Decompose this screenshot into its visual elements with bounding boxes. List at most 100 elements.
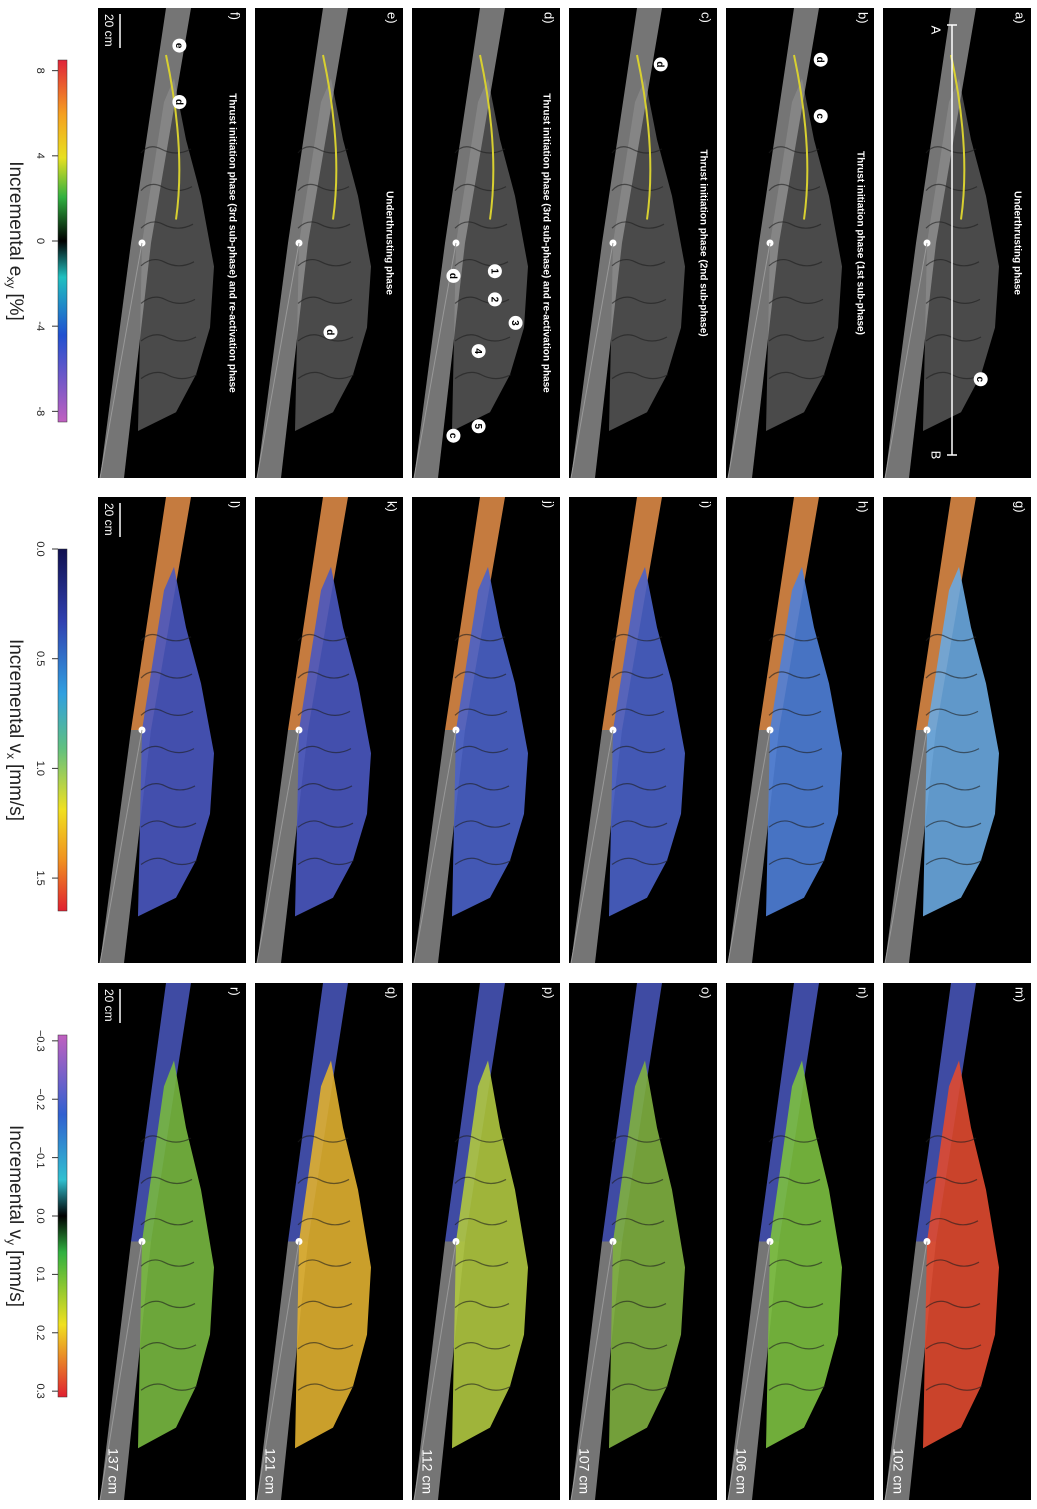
panel: c) Thrust initiation phase (2nd sub-phase… xyxy=(569,8,717,478)
colorbar-tick-label: 0.5 xyxy=(34,651,46,666)
panel: q) 121 cm xyxy=(255,983,403,1500)
colorbar-tick-label: 0.2 xyxy=(34,1325,46,1340)
scale-bar-label: 20 cm xyxy=(102,989,116,1022)
panel-label: k) xyxy=(385,501,400,512)
panel: h) xyxy=(726,497,874,963)
panel-label: l) xyxy=(228,501,243,508)
panel-label: q) xyxy=(385,987,400,999)
marker-label: c xyxy=(447,433,458,439)
panel: g) xyxy=(883,497,1031,963)
panel: a) Underthrusting phase A Bc xyxy=(883,8,1031,478)
panel: r) 137 cm 20 cm xyxy=(98,983,246,1500)
colorbar-title-main: Incremental v xyxy=(5,639,26,754)
section-start: A xyxy=(929,26,944,35)
marker-label: d xyxy=(447,273,458,279)
colorbar xyxy=(58,549,67,911)
panel-label: n) xyxy=(856,987,871,999)
panel: p) 112 cm xyxy=(412,983,560,1500)
marker-label: 5 xyxy=(472,424,483,430)
marker-label: d xyxy=(654,61,665,67)
scale-bar-label: 20 cm xyxy=(102,14,116,47)
marker-label: 3 xyxy=(509,320,520,326)
distance-label: 137 cm xyxy=(105,1448,121,1494)
colorbar-tick-label: 8 xyxy=(34,68,46,74)
panel-label: r) xyxy=(228,987,243,996)
panel: k) xyxy=(255,497,403,963)
colorbar-title: Incremental exy [%] xyxy=(4,161,26,321)
colorbar-title-unit: [%] xyxy=(5,293,26,320)
colorbar-tick-label: 1.5 xyxy=(34,870,46,885)
panel-title: Underthrusting phase xyxy=(1011,191,1022,295)
panel-label: p) xyxy=(542,987,557,999)
colorbar-title-main: Incremental v xyxy=(5,1125,26,1240)
colorbar-title: Incremental vx [mm/s] xyxy=(4,639,26,821)
panel: b) Thrust initiation phase (1st sub-phase… xyxy=(726,8,874,478)
marker-label: 4 xyxy=(472,348,483,354)
colorbar-tick-label: 0.1 xyxy=(34,1267,46,1282)
panel: m) 102 cm xyxy=(883,983,1031,1500)
distance-label: 106 cm xyxy=(733,1448,749,1494)
panel-label: e) xyxy=(385,12,400,24)
marker-label: c xyxy=(814,113,825,119)
colorbar-tick-label: 0.3 xyxy=(34,1384,46,1399)
colorbar-tick-label: 4 xyxy=(34,153,46,159)
colorbar-tick-label: 0.0 xyxy=(34,1208,46,1223)
marker-label: d xyxy=(324,329,335,335)
rotated-figure: a) Underthrusting phase A Bc b) Thrust initia… xyxy=(4,8,1031,1500)
panel: j) xyxy=(412,497,560,963)
section-end: B xyxy=(929,451,944,460)
distance-label: 102 cm xyxy=(890,1448,906,1494)
distance-label: 112 cm xyxy=(419,1449,435,1494)
panel: d) Thrust initiation phase (3rd sub-phase… xyxy=(412,8,560,478)
panel: i) xyxy=(569,497,717,963)
colorbar-tick-label: 0.0 xyxy=(34,541,46,556)
marker-label: 2 xyxy=(488,297,499,303)
colorbar xyxy=(58,60,67,422)
marker-label: d xyxy=(173,99,184,105)
scale-bar-label: 20 cm xyxy=(102,503,116,536)
panel: o) 107 cm xyxy=(569,983,717,1500)
figure: a) Underthrusting phase A Bc b) Thrust initia… xyxy=(0,0,1037,1509)
panel-title: Thrust initiation phase (1st sub-phase) xyxy=(854,151,865,335)
colorbar-tick-label: −0.1 xyxy=(34,1147,46,1169)
colorbar-title-unit: [mm/s] xyxy=(5,764,26,821)
panel-label: o) xyxy=(699,987,714,999)
marker-label: e xyxy=(173,43,184,49)
panel-title: Thrust initiation phase (3rd sub-phase) … xyxy=(540,93,551,393)
colorbar-title-main: Incremental e xyxy=(5,161,26,276)
panel-title: Thrust initiation phase (2nd sub-phase) xyxy=(697,149,708,336)
panel-label: b) xyxy=(856,12,871,24)
panel-title: Thrust initiation phase (3rd sub-phase) … xyxy=(226,93,237,393)
colorbar-tick-label: 0 xyxy=(34,238,46,244)
marker-label: c xyxy=(974,377,985,383)
panel-label: h) xyxy=(856,501,871,513)
distance-label: 121 cm xyxy=(262,1448,278,1494)
panel-title: Underthrusting phase xyxy=(383,191,394,295)
colorbar-title-subscript: x xyxy=(4,753,18,759)
panel-label: d) xyxy=(542,12,557,24)
panel-label: m) xyxy=(1013,987,1028,1002)
colorbar-tick-label: 1.0 xyxy=(34,761,46,776)
panel-label: f) xyxy=(228,12,243,20)
marker-label: 1 xyxy=(488,268,499,274)
panel-label: j) xyxy=(542,500,557,508)
distance-label: 107 cm xyxy=(576,1448,592,1494)
colorbar-title-subscript: xy xyxy=(4,276,18,288)
panel-label: i) xyxy=(699,501,714,508)
panel: l) 20 cm xyxy=(98,497,246,963)
colorbar-tick-label: −0.3 xyxy=(34,1030,46,1052)
panel: f) Thrust initiation phase (3rd sub-phase… xyxy=(98,8,246,478)
panel: e) Underthrusting phase d xyxy=(255,8,403,478)
colorbar-tick-label: -8 xyxy=(34,406,46,416)
panel-label: g) xyxy=(1013,501,1028,513)
marker-label: d xyxy=(814,57,825,63)
panel-label: c) xyxy=(699,12,714,23)
panel-label: a) xyxy=(1013,12,1028,24)
colorbar-title-unit: [mm/s] xyxy=(5,1250,26,1307)
panel: n) 106 cm xyxy=(726,983,874,1500)
colorbar xyxy=(58,1035,67,1397)
colorbar-tick-label: −0.2 xyxy=(34,1088,46,1110)
colorbar-tick-label: -4 xyxy=(34,321,46,331)
colorbar-title-subscript: y xyxy=(4,1239,18,1245)
colorbar-title: Incremental vy [mm/s] xyxy=(4,1125,26,1307)
